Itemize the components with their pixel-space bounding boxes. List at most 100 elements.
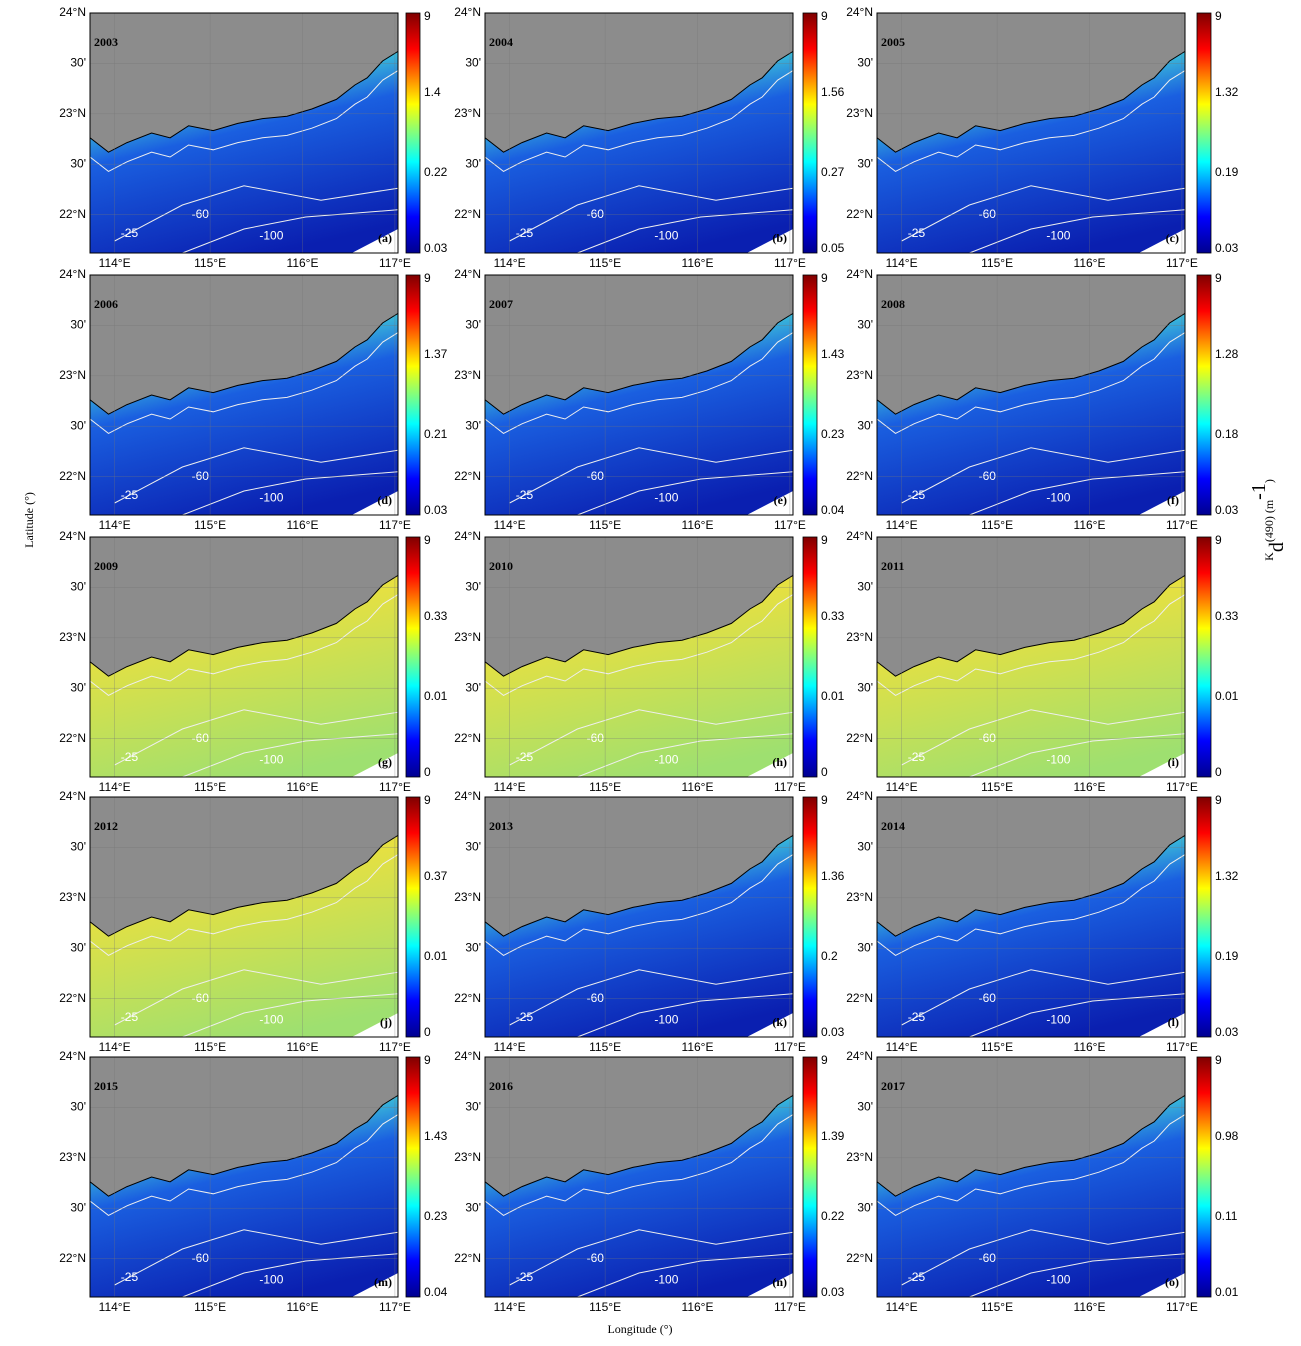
- lon-tick-label: 116°E: [287, 1300, 319, 1314]
- lon-tick-label: 114°E: [494, 1040, 526, 1054]
- colorbar: [405, 536, 421, 778]
- contour-line: [876, 1114, 1186, 1216]
- map-frame: [484, 1056, 794, 1298]
- lat-tick-label: 30': [465, 940, 481, 954]
- contour-line: [509, 709, 794, 766]
- panel-year: 2005: [881, 35, 905, 49]
- lat-tick-label: 24°N: [846, 1049, 873, 1063]
- contour-line: [114, 709, 399, 766]
- lat-tick-label: 22°N: [59, 731, 86, 745]
- lon-tick-label: 115°E: [589, 1300, 621, 1314]
- lat-tick-label: 24°N: [59, 1049, 86, 1063]
- land: [89, 796, 399, 937]
- contour-label: -25: [908, 1270, 926, 1284]
- contour-label: -25: [516, 750, 534, 764]
- lat-tick-label: 30': [857, 318, 873, 332]
- contour-label: -25: [121, 1010, 139, 1024]
- lon-tick-label: 116°E: [287, 256, 319, 270]
- contour-label: -100: [259, 1272, 283, 1286]
- lon-tick-label: 114°E: [494, 518, 526, 532]
- panel-letter: (a): [378, 231, 392, 245]
- contour-label: -60: [587, 991, 605, 1005]
- colorbar-tick-label: 9: [821, 9, 828, 23]
- colorbar-tick-label: 9: [424, 271, 431, 285]
- lon-tick-label: 116°E: [1074, 256, 1106, 270]
- contour-label: -60: [192, 991, 210, 1005]
- contour-label: -100: [654, 752, 678, 766]
- lon-tick-label: 115°E: [981, 518, 1013, 532]
- colorbar-tick-label: 0.19: [1215, 165, 1239, 179]
- lon-tick-label: 116°E: [1074, 1040, 1106, 1054]
- colorbar-tick-label: 1.32: [1215, 869, 1239, 883]
- colorbar-tick-label: 0.27: [821, 165, 845, 179]
- panel-letter: (b): [772, 231, 787, 245]
- lon-tick-label: 116°E: [287, 780, 319, 794]
- colorbar-tick-label: 0.05: [821, 241, 845, 255]
- contour-label: -25: [516, 488, 534, 502]
- contour-label: -100: [259, 490, 283, 504]
- white-corner: [746, 229, 793, 253]
- lat-tick-label: 30': [70, 318, 86, 332]
- panel-year: 2013: [489, 819, 513, 833]
- contour-label: -100: [1046, 490, 1070, 504]
- lat-tick-label: 22°N: [846, 991, 873, 1005]
- lat-tick-label: 23°N: [846, 890, 873, 904]
- land: [89, 12, 399, 153]
- lon-tick-label: 117°E: [1166, 518, 1198, 532]
- map-frame: [89, 796, 399, 1038]
- colorbar-tick-label: 0.04: [424, 1285, 448, 1299]
- colorbar-tick-label: 0.03: [1215, 503, 1239, 517]
- colorbar-tick-label: 0.01: [1215, 689, 1239, 703]
- lat-tick-label: 30': [70, 156, 86, 170]
- contour-line: [969, 993, 1186, 1038]
- lat-tick-label: 23°N: [59, 890, 86, 904]
- lon-tick-label: 117°E: [774, 780, 806, 794]
- lat-tick-label: 22°N: [59, 207, 86, 221]
- white-corner: [1138, 753, 1185, 777]
- contour-label: -60: [979, 1251, 997, 1265]
- lon-tick-label: 117°E: [1166, 780, 1198, 794]
- lat-tick-label: 30': [857, 418, 873, 432]
- lon-tick-label: 114°E: [886, 780, 918, 794]
- lon-tick-label: 116°E: [287, 1040, 319, 1054]
- panel-letter: (c): [1166, 231, 1179, 245]
- contour-line: [901, 185, 1186, 242]
- colorbar-tick-label: 1.28: [1215, 347, 1239, 361]
- panel-year: 2010: [489, 559, 513, 573]
- contour-line: [969, 471, 1186, 516]
- colorbar-tick-label: 9: [424, 1053, 431, 1067]
- panel-letter: (m): [374, 1275, 392, 1289]
- colorbar-tick-label: 0: [424, 1025, 431, 1039]
- white-corner: [1138, 1013, 1185, 1037]
- contour-line: [901, 969, 1186, 1026]
- colorbar: [802, 274, 818, 516]
- lat-tick-label: 22°N: [846, 469, 873, 483]
- contour-line: [484, 594, 794, 696]
- land: [876, 1056, 1186, 1197]
- colorbar-tick-label: 0.21: [424, 427, 448, 441]
- colorbar: [405, 12, 421, 254]
- lon-tick-label: 115°E: [981, 780, 1013, 794]
- lat-tick-label: 24°N: [454, 1049, 481, 1063]
- colorbar-tick-label: 0.01: [821, 689, 845, 703]
- contour-line: [484, 332, 794, 434]
- panel-year: 2009: [94, 559, 118, 573]
- contour-label: -100: [259, 1012, 283, 1026]
- colorbar-tick-label: 9: [1215, 533, 1222, 547]
- lat-tick-label: 22°N: [846, 207, 873, 221]
- contour-line: [484, 1114, 794, 1216]
- lat-tick-label: 24°N: [59, 267, 86, 281]
- colorbar-tick-label: 1.43: [821, 347, 845, 361]
- panel-letter: (d): [377, 493, 392, 507]
- contour-line: [509, 969, 794, 1026]
- contour-line: [577, 1253, 794, 1298]
- lon-tick-label: 114°E: [494, 1300, 526, 1314]
- contour-line: [969, 1253, 1186, 1298]
- contour-line: [89, 854, 399, 956]
- colorbar-tick-label: 0.22: [821, 1209, 845, 1223]
- colorbar: [1196, 536, 1212, 778]
- contour-line: [577, 993, 794, 1038]
- contour-line: [89, 332, 399, 434]
- lat-tick-label: 30': [857, 56, 873, 70]
